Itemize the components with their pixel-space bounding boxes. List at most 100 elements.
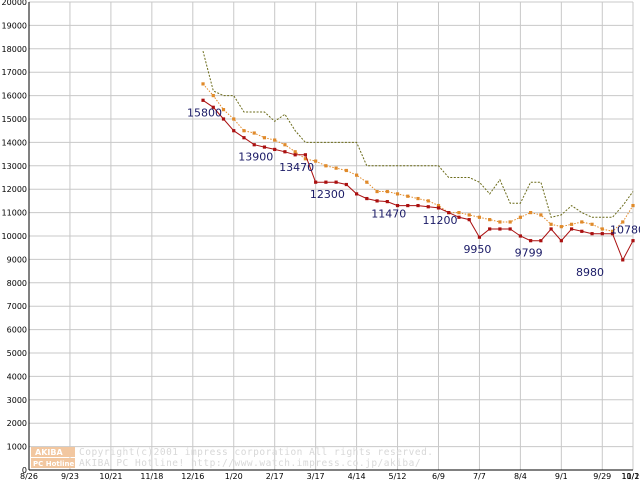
series-point xyxy=(201,98,205,102)
data-label: 8980 xyxy=(576,266,604,279)
logo-top-text: AKIBA xyxy=(35,448,63,457)
series-point xyxy=(406,194,410,198)
series-line xyxy=(202,50,634,218)
x-tick-labels: 8/26 9/23 10/21 11/18 12/16 1/20 2/17 3/17 4/14 5… xyxy=(20,472,640,481)
series-point xyxy=(580,229,584,233)
series-point xyxy=(303,157,308,161)
x-tick-label: 6/9 xyxy=(432,472,445,480)
data-label: 13470 xyxy=(279,161,314,174)
series-point xyxy=(262,145,267,149)
series-point xyxy=(201,82,205,86)
series-group xyxy=(201,50,635,262)
x-tick-label: 9/29 xyxy=(593,472,611,480)
series-point xyxy=(631,203,635,208)
y-tick-label: 0 xyxy=(22,466,27,475)
series-point xyxy=(436,203,441,208)
x-tick-label: 8/4 xyxy=(514,472,527,480)
series-point xyxy=(436,206,441,210)
y-tick-label: 10000 xyxy=(2,232,27,241)
series-point xyxy=(334,166,338,170)
series-point xyxy=(293,153,297,157)
series-point xyxy=(529,211,533,215)
x-tick-label: 11/10 xyxy=(621,472,640,480)
x-tick-label: 4/14 xyxy=(348,472,366,480)
series-point xyxy=(610,232,615,236)
series-point xyxy=(232,129,236,133)
series-point xyxy=(273,138,277,142)
x-tick-label: 12/16 xyxy=(181,472,204,480)
x-tick-label: 10/27 xyxy=(621,472,640,480)
series-point xyxy=(498,220,502,224)
y-tick-label: 19000 xyxy=(2,21,27,30)
series-point xyxy=(375,189,379,194)
series-point xyxy=(447,211,451,215)
series-point xyxy=(539,213,543,217)
y-tick-label: 2000 xyxy=(7,419,27,428)
copyright-watermark: AKIBA PC Hotline Copyright(c)2001 impres… xyxy=(31,447,433,469)
series-point xyxy=(314,159,318,163)
series-point xyxy=(324,180,328,184)
series-point xyxy=(283,150,287,154)
x-tick-label: 9/23 xyxy=(61,472,79,480)
series-point xyxy=(569,222,574,226)
series-point xyxy=(283,143,287,147)
series-point xyxy=(242,136,246,140)
series-point xyxy=(559,239,563,243)
series-point xyxy=(252,143,256,147)
data-label: 9950 xyxy=(463,243,491,256)
data-label: 11470 xyxy=(371,208,406,221)
series-point xyxy=(467,213,471,217)
series-point xyxy=(344,168,348,173)
y-tick-label: 16000 xyxy=(2,92,27,101)
grid xyxy=(28,1,634,471)
series-point xyxy=(211,105,215,109)
series-point xyxy=(467,218,471,222)
series-point xyxy=(590,222,594,226)
y-tick-label: 3000 xyxy=(7,396,27,405)
y-tick-label: 18000 xyxy=(2,45,27,54)
series-point xyxy=(457,211,461,215)
x-tick-label: 9/1 xyxy=(555,472,568,480)
series-point xyxy=(293,150,297,154)
series-point xyxy=(365,196,369,201)
y-tick-label: 9000 xyxy=(7,255,27,264)
series-point xyxy=(221,108,226,112)
y-tick-label: 4000 xyxy=(7,372,27,381)
series-point xyxy=(232,117,236,121)
y-tick-label: 11000 xyxy=(2,209,27,218)
x-tick-label: 3/17 xyxy=(307,472,325,480)
series-point xyxy=(354,192,359,196)
data-label: 13900 xyxy=(238,151,273,164)
data-label: 11200 xyxy=(422,214,457,227)
series-point xyxy=(488,218,492,222)
series-point xyxy=(395,203,400,208)
series-point xyxy=(457,215,461,219)
series-point xyxy=(211,94,215,98)
series-point xyxy=(477,235,482,239)
series-point xyxy=(569,227,574,231)
series-point xyxy=(600,227,604,231)
y-tick-label: 6000 xyxy=(7,326,27,335)
series-point xyxy=(334,180,338,184)
series-point xyxy=(559,225,563,229)
series-point xyxy=(426,199,430,203)
x-tick-label: 10/21 xyxy=(99,472,122,480)
series-point xyxy=(242,129,246,133)
data-label: 10780 xyxy=(610,224,640,237)
series-point xyxy=(621,220,625,224)
series-point xyxy=(529,239,533,243)
series-point xyxy=(631,239,635,243)
series-point xyxy=(221,117,226,121)
series-point xyxy=(365,180,369,184)
y-tick-label: 7000 xyxy=(7,302,27,311)
series-point xyxy=(273,147,277,152)
series-point xyxy=(600,232,604,236)
x-tick-label: 11/18 xyxy=(140,472,163,480)
series-point xyxy=(549,222,553,226)
y-tick-label: 1000 xyxy=(7,443,27,452)
copyright-line-2: AKIBA PC Hotline! http://www.watch.impre… xyxy=(79,458,421,469)
series-point xyxy=(395,192,400,196)
series-point xyxy=(488,227,492,231)
